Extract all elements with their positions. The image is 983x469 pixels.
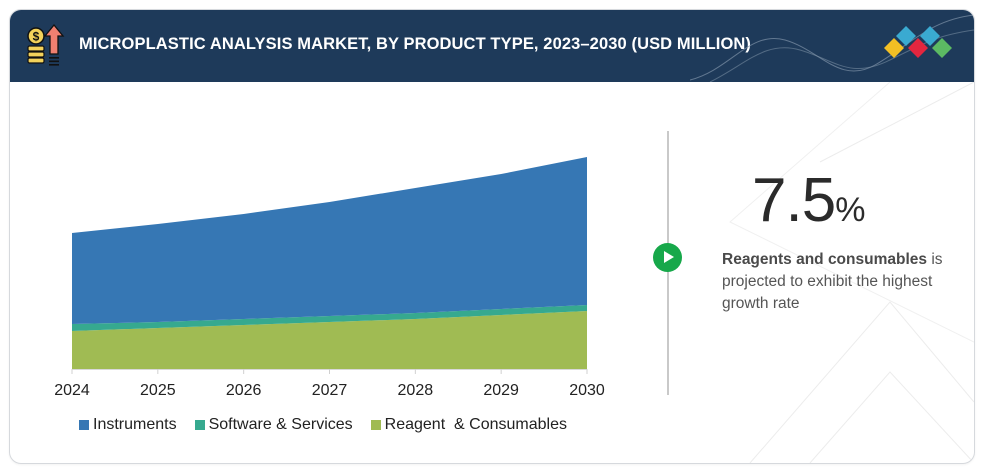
x-tick-label: 2027: [312, 382, 348, 399]
header-banner: $ MICROPLASTIC ANALYSIS MARKET, BY PRODU…: [10, 10, 974, 82]
x-tick-label: 2030: [569, 382, 605, 399]
growth-description: Reagents and consumables is projected to…: [722, 249, 952, 315]
legend-label: Instruments: [93, 416, 177, 433]
x-tick-label: 2025: [140, 382, 176, 399]
legend-item: Instruments: [79, 416, 177, 434]
area-software_services: [72, 305, 587, 331]
growth-segment: Reagents and consumables: [722, 251, 928, 268]
legend-item: Reagent & Consumables: [370, 416, 567, 434]
legend-item: Software & Services: [194, 416, 353, 434]
chart-title: MICROPLASTIC ANALYSIS MARKET, BY PRODUCT…: [79, 35, 752, 53]
coins-growth-icon: $: [27, 23, 65, 66]
legend-swatch: [370, 420, 381, 430]
legend-label: Software & Services: [208, 416, 353, 433]
area-instruments: [72, 157, 587, 324]
legend-label: Reagent & Consumables: [384, 416, 567, 433]
area-reagent_consumables: [72, 311, 587, 369]
growth-rate-value: 7.5%: [752, 170, 865, 232]
x-tick-label: 2029: [483, 382, 519, 399]
diamond-logo-icon: [884, 26, 952, 58]
svg-text:$: $: [33, 30, 40, 44]
growth-rate-number: 7.5: [752, 166, 836, 235]
x-tick-label: 2028: [398, 382, 434, 399]
growth-rate-unit: %: [835, 191, 866, 229]
play-icon[interactable]: [653, 243, 682, 272]
legend-swatch: [79, 420, 89, 430]
x-tick-label: 2026: [226, 382, 262, 399]
growth-description-rest: is projected to exhibit the highest grow…: [722, 251, 943, 312]
chart-legend: Instruments Software & Services Reagent & …: [79, 416, 585, 434]
background-decoration: [729, 82, 974, 463]
x-tick-label: 2024: [54, 382, 90, 399]
legend-swatch: [194, 420, 205, 430]
